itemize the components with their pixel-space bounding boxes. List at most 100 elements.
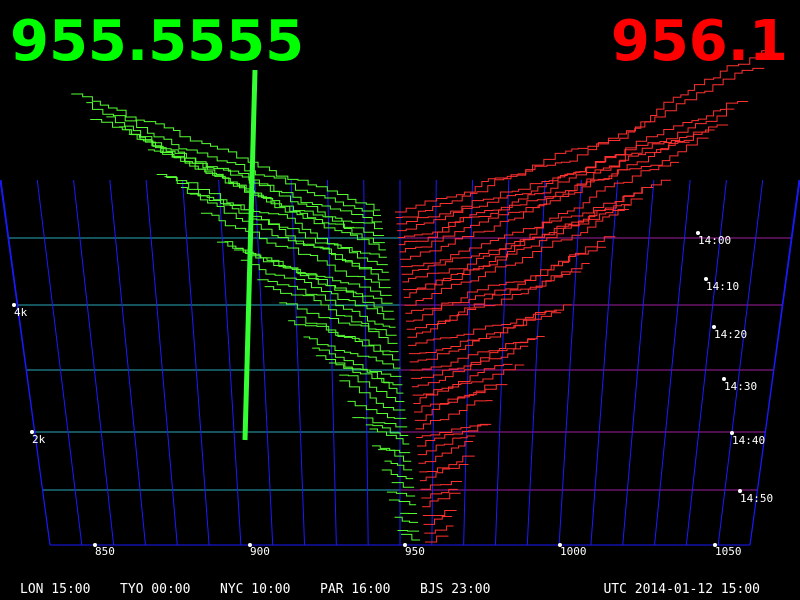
bid-depth: [369, 428, 410, 445]
bid-depth: [394, 516, 419, 523]
tick-dot: [696, 231, 700, 235]
bid-depth: [372, 445, 411, 454]
ask-depth: [408, 312, 562, 355]
bid-depth: [86, 102, 381, 217]
price-label: 1000: [560, 545, 587, 558]
ask-depth: [413, 363, 513, 405]
clock: BJS 23:00: [420, 582, 490, 597]
bid-price: 955.5555: [10, 9, 304, 74]
price-label: 900: [250, 545, 270, 558]
ask-depth: [419, 455, 475, 473]
ask-depth: [416, 424, 489, 447]
bid-depth: [264, 286, 397, 336]
ask-depth: [414, 384, 508, 413]
bid-depth: [339, 374, 405, 403]
ask-depth: [407, 271, 582, 338]
price-label: 950: [405, 545, 425, 558]
grid-line: [717, 179, 764, 546]
bid-depth: [71, 93, 380, 211]
ask-price: 956.1: [611, 9, 788, 74]
ask-depth: [409, 310, 557, 363]
ask-depth: [416, 423, 492, 438]
time-label: 14:30: [724, 380, 757, 393]
bid-depth: [189, 193, 390, 281]
bid-depth: [180, 187, 389, 273]
ask-depth: [408, 304, 572, 346]
spread-line: [242, 69, 258, 441]
ask-depth: [399, 137, 709, 253]
grid-line: [181, 179, 210, 546]
ask-depth: [397, 108, 735, 232]
grid-line: [622, 179, 655, 546]
price-label: 1050: [715, 545, 742, 558]
tick-dot: [93, 543, 97, 547]
tick-dot: [722, 377, 726, 381]
grid-line: [36, 179, 83, 546]
ask-depth: [396, 101, 749, 225]
tick-dot: [403, 543, 407, 547]
bid-depth: [296, 316, 400, 361]
ask-depth: [402, 186, 654, 283]
bid-depth: [257, 279, 396, 328]
bid-depth: [339, 380, 406, 411]
ask-depth: [421, 488, 458, 499]
tick-dot: [704, 277, 708, 281]
ask-depth: [422, 492, 461, 508]
bid-depth: [234, 249, 394, 312]
ask-depth: [418, 440, 474, 464]
bid-depth: [347, 400, 407, 419]
ask-depth: [400, 161, 679, 268]
bid-depth: [279, 302, 398, 344]
grid-line: [494, 179, 510, 546]
grid-line: [654, 179, 691, 546]
clock: NYC 10:00: [220, 582, 290, 597]
ask-depth: [423, 515, 453, 525]
bid-depth: [147, 149, 386, 251]
ask-depth: [405, 236, 616, 314]
bid-depth: [164, 176, 388, 266]
bid-depth: [288, 320, 399, 353]
price-label: 850: [95, 545, 115, 558]
time-label: 14:20: [714, 328, 747, 341]
clock: TYO 00:00: [120, 582, 190, 597]
bid-depth: [386, 491, 416, 497]
ask-depth: [400, 141, 690, 260]
tick-dot: [248, 543, 252, 547]
ask-depth: [406, 263, 590, 330]
grid-line: [749, 179, 800, 546]
labels: 850 900 950 1000 1050 4k 2k 14:00 14:10 14:20 14:3…: [12, 231, 773, 597]
ask-depth: [419, 463, 469, 482]
bid-depth: [384, 460, 413, 471]
ask-depth: [412, 364, 525, 396]
tick-dot: [738, 489, 742, 493]
bid-depth: [388, 499, 417, 506]
ask-depth: [397, 124, 729, 239]
depth-surface: [71, 50, 773, 543]
grid-line: [109, 179, 146, 546]
tick-dot: [30, 430, 34, 434]
tick-dot: [713, 543, 717, 547]
grid-line: [254, 179, 274, 546]
tick-dot: [730, 431, 734, 435]
bid-depth: [240, 259, 395, 320]
bid-depth: [400, 533, 420, 541]
bid-depth: [216, 241, 392, 296]
bid-depth: [381, 469, 414, 480]
ask-depth: [422, 510, 457, 517]
grid-line: [326, 179, 337, 546]
ask-depth: [401, 179, 671, 275]
ask-depth: [411, 345, 529, 388]
ask-depth: [405, 246, 606, 322]
bid-depth: [312, 347, 402, 377]
bid-depth: [156, 173, 387, 258]
tick-dot: [558, 543, 562, 547]
ask-depth: [425, 535, 449, 543]
bid-depth: [397, 529, 420, 532]
ask-depth: [403, 198, 643, 291]
ask-depth: [420, 480, 462, 490]
ask-depth: [417, 435, 476, 456]
bid-depth: [378, 449, 412, 462]
grid-line: [463, 179, 474, 546]
time-label: 14:50: [740, 492, 773, 505]
